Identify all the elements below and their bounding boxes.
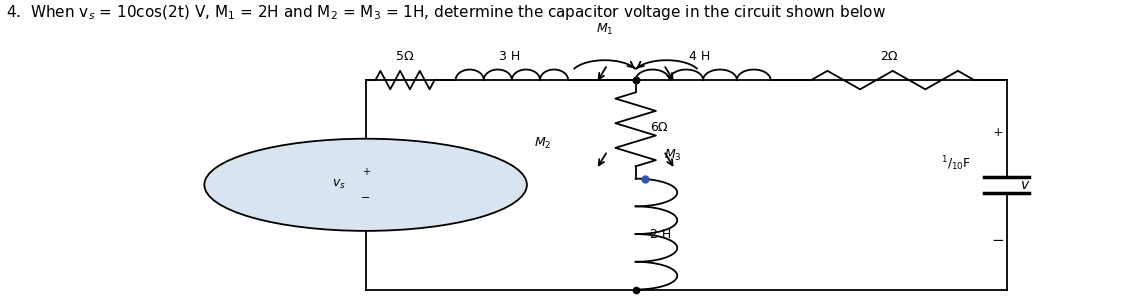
Text: +: +: [992, 126, 1004, 139]
Text: $M_2$: $M_2$: [534, 136, 551, 151]
Text: 2Ω: 2Ω: [880, 50, 898, 63]
Ellipse shape: [205, 139, 526, 231]
Text: $M_1$: $M_1$: [596, 22, 614, 37]
Text: −: −: [991, 233, 1005, 248]
Text: $v$: $v$: [1020, 178, 1030, 192]
Text: 4 H: 4 H: [690, 50, 710, 63]
Text: 2 H: 2 H: [650, 228, 672, 241]
Text: $^1$/$_{10}$F: $^1$/$_{10}$F: [940, 154, 971, 172]
Text: 3 H: 3 H: [500, 50, 520, 63]
Text: +: +: [361, 167, 370, 177]
Text: $v_s$: $v_s$: [332, 178, 345, 191]
Text: $M_3$: $M_3$: [664, 148, 682, 163]
Text: 6Ω: 6Ω: [650, 121, 668, 134]
Text: −: −: [361, 193, 370, 203]
Text: 4.  When v$_s$ = 10cos(2t) V, M$_1$ = 2H and M$_2$ = M$_3$ = 1H, determine the c: 4. When v$_s$ = 10cos(2t) V, M$_1$ = 2H …: [6, 3, 885, 22]
Text: 5Ω: 5Ω: [396, 50, 414, 63]
